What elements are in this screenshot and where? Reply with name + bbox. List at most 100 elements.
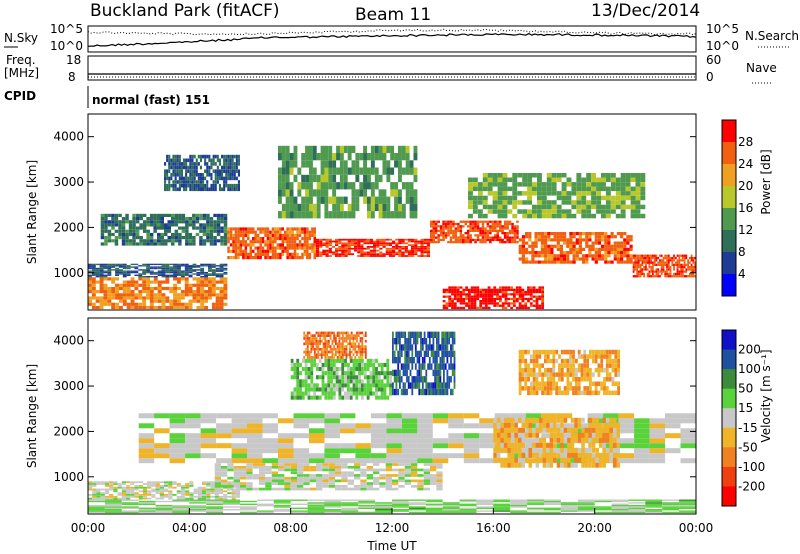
power-cell [468,182,473,187]
power-cell [185,217,189,221]
power-cell [336,182,340,190]
velocity-cell [336,345,339,348]
power-cell [680,266,682,269]
power-cell [620,213,626,219]
power-cell [215,299,220,303]
power-cell [501,295,505,298]
velocity-cell [342,342,344,346]
power-cell [620,173,626,178]
velocity-cell [386,375,390,380]
power-cell [235,169,238,173]
power-cell [111,290,116,294]
power-cell [648,259,651,262]
power-cell [629,235,633,239]
power-cell [271,237,275,241]
velocity-cell [421,388,424,396]
power-cell [373,242,377,245]
velocity-cell [395,331,398,338]
power-cell [303,246,307,250]
power-cell [521,257,525,261]
power-cell [223,239,228,243]
power-cell [392,240,396,243]
power-cell [376,246,380,248]
velocity-cell [544,500,561,503]
power-cell [692,266,695,269]
power-cell [502,191,508,196]
velocity-cell [527,499,544,501]
power-cell [511,225,514,228]
velocity-cell [134,488,139,491]
power-cell [559,260,563,264]
velocity-cell [126,494,131,496]
velocity-cell [392,350,394,358]
power-cell [125,213,129,217]
velocity-cell [96,494,101,496]
power-cell [192,226,196,230]
velocity-cell [210,495,215,498]
power-cell [610,186,616,192]
power-cell [597,241,601,245]
power-cell [219,267,224,270]
power-cell [146,277,150,281]
power-cell [481,238,485,242]
velocity-cell [235,495,240,498]
velocity-cell [88,494,93,496]
power-cell [118,223,122,227]
power-cell [91,296,96,300]
power-cell [115,270,119,272]
power-cell [135,236,140,240]
power-cell [259,237,262,241]
power-cell [242,233,245,237]
power-cell [648,261,651,264]
power-cell [390,182,395,190]
power-cell [142,213,147,217]
power-cell [531,251,535,255]
power-cell [178,217,182,221]
power-cell [355,196,360,204]
power-cell [586,177,592,182]
power-cell [363,255,367,257]
power-cell [521,297,525,301]
power-cell [502,195,508,201]
power-cell [215,270,220,272]
velocity-cell [176,492,181,494]
velocity-cell [493,507,511,509]
velocity-cell [88,488,93,491]
velocity-cell [425,382,428,389]
power-cell [681,263,684,266]
velocity-cell [476,507,494,509]
power-cell [582,232,586,236]
velocity-cell [380,379,384,384]
power-cell [513,290,516,294]
velocity-cell [312,342,314,346]
velocity-cell [395,369,398,377]
power-cell [466,225,470,228]
power-cell [169,290,174,294]
power-cell [522,173,528,178]
power-cell [678,254,681,257]
power-cell [454,227,458,230]
velocity-cell [262,423,278,429]
power-cell [409,182,414,190]
power-cell [405,182,410,190]
power-cell [373,247,377,250]
power-cell [632,256,635,260]
power-cell [149,276,154,278]
power-cell [192,239,196,243]
power-cell [184,290,189,294]
velocity-cell [185,492,190,494]
velocity-cell [88,483,93,485]
velocity-cell [304,367,308,372]
power-cell [281,182,286,190]
power-cell [653,270,656,273]
power-cell [301,256,304,260]
power-cell [430,222,433,226]
velocity-cell [218,490,224,493]
velocity-cell [577,504,595,507]
power-cell [204,273,208,275]
velocity-cell [303,334,306,337]
velocity-cell [293,448,309,454]
velocity-cell [155,507,173,509]
velocity-cell [420,369,422,377]
power-cell [476,297,480,301]
